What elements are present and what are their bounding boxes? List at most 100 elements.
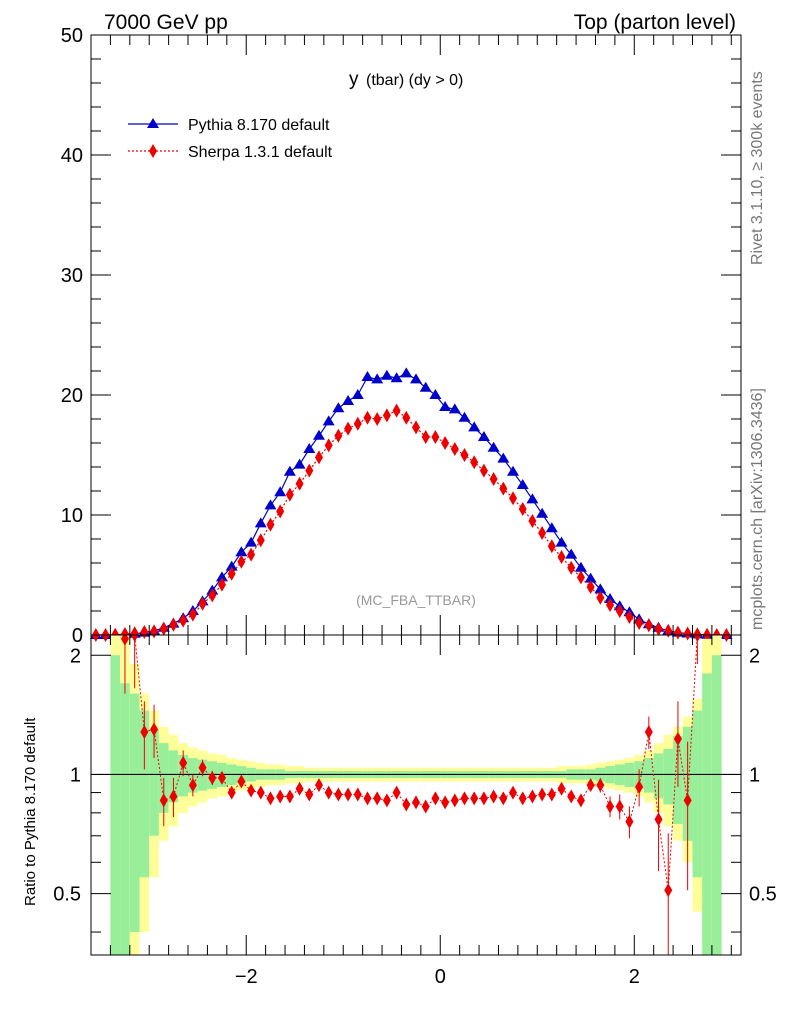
ratio-point: [392, 785, 401, 800]
sherpa-point: [586, 580, 595, 594]
ratio-point: [169, 789, 178, 804]
ratio-point: [266, 791, 275, 806]
sherpa-point: [256, 533, 265, 548]
pythia-point: [235, 546, 248, 557]
legend-entry-sherpa: Sherpa 1.3.1 default: [128, 144, 333, 161]
uncertainty-band-inner: [653, 753, 664, 799]
sherpa-point: [421, 430, 430, 444]
ratio-point: [635, 779, 644, 794]
ratio-point: [140, 725, 149, 740]
ratio-point: [683, 793, 692, 808]
ratio-y-tick-label-right: 2: [749, 645, 760, 667]
sherpa-point: [538, 526, 547, 540]
sherpa-point: [625, 610, 634, 624]
sherpa-point: [499, 481, 508, 496]
ratio-plot-frame: [90, 634, 742, 956]
sherpa-point: [353, 416, 362, 431]
collision-label: 7000 GeV pp: [104, 11, 228, 34]
sherpa-point: [402, 410, 411, 425]
pythia-point: [545, 522, 558, 533]
sherpa-point: [247, 547, 256, 562]
legend-label-pythia: Pythia 8.170 default: [188, 117, 330, 134]
pythia-point: [410, 373, 422, 384]
ratio-point: [586, 778, 595, 793]
sherpa-point: [382, 408, 391, 423]
sherpa-point: [295, 476, 304, 491]
ratio-point: [673, 731, 682, 746]
sherpa-point: [528, 514, 537, 528]
ratio-point: [547, 787, 556, 802]
sherpa-point: [227, 566, 236, 581]
pythia-point: [264, 499, 277, 510]
sherpa-point: [673, 625, 682, 640]
ratio-point: [441, 795, 450, 810]
main-plot-ticks: 0 10 20 30 40 50: [61, 25, 741, 647]
sherpa-point: [635, 616, 644, 630]
sherpa-point: [547, 539, 556, 554]
pythia-point: [312, 429, 325, 440]
legend-entry-pythia: Pythia 8.170 default: [128, 117, 330, 134]
pythia-point: [487, 441, 500, 452]
pythia-point: [477, 431, 490, 441]
ratio-point: [344, 787, 353, 802]
ratio-point: [314, 778, 323, 793]
pythia-point: [526, 493, 539, 504]
pythia-point: [555, 536, 568, 547]
uncertainty-band-inner: [149, 729, 159, 836]
uncertainty-band-inner: [129, 693, 140, 933]
ratio-point: [644, 725, 653, 740]
pythia-point: [400, 367, 413, 378]
pythia-point: [594, 583, 607, 594]
ratio-point: [528, 789, 537, 804]
y-tick-label: 0: [72, 625, 83, 647]
pythia-point: [390, 372, 403, 383]
pythia-point: [371, 373, 384, 384]
pythia-point: [225, 560, 238, 571]
pythia-point: [468, 421, 481, 432]
sherpa-point: [150, 624, 159, 639]
x-tick-label: 2: [629, 966, 640, 988]
pythia-point: [342, 395, 355, 405]
ratio-point: [431, 791, 440, 806]
ratio-point: [295, 781, 304, 796]
ratio-point: [509, 785, 518, 800]
sherpa-point: [576, 570, 585, 585]
sherpa-point: [179, 613, 188, 628]
ratio-point: [179, 755, 188, 770]
sherpa-point: [606, 598, 615, 612]
ratio-point: [353, 787, 362, 802]
sherpa-point: [479, 463, 488, 478]
sherpa-point: [363, 410, 372, 425]
sherpa-point: [276, 504, 285, 519]
ratio-point: [489, 789, 498, 804]
sherpa-point: [615, 604, 624, 618]
sherpa-point: [334, 428, 343, 443]
pythia-point: [574, 561, 587, 572]
sherpa-point: [557, 550, 566, 564]
ratio-point: [402, 797, 411, 812]
ratio-point: [567, 789, 576, 804]
y-tick-label: 10: [61, 505, 83, 527]
pythia-point: [497, 452, 510, 463]
ratio-point: [159, 793, 168, 808]
sherpa-point: [237, 554, 246, 569]
sherpa-point: [266, 517, 275, 532]
legend-marker-triangle: [147, 118, 159, 128]
ratio-point: [247, 783, 256, 798]
ratio-point: [305, 787, 314, 802]
ratio-point: [150, 722, 159, 737]
sherpa-point: [285, 487, 294, 502]
pythia-point: [283, 465, 296, 476]
ratio-point: [412, 795, 420, 810]
sherpa-point: [431, 430, 440, 444]
pythia-point: [303, 443, 316, 453]
analysis-tag: (MC_FBA_TTBAR): [356, 592, 476, 608]
legend: Pythia 8.170 default Sherpa 1.3.1 defaul…: [128, 117, 333, 161]
pythia-point: [448, 403, 461, 414]
ratio-point: [470, 791, 479, 806]
pythia-point: [293, 458, 306, 469]
ratio-point: [217, 770, 226, 785]
ratio-point: [576, 793, 585, 808]
ratio-point: [227, 785, 236, 800]
